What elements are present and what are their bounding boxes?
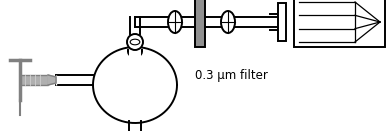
Ellipse shape (168, 11, 182, 33)
Bar (195, 0, 205, 47)
Bar (278, 3, 286, 41)
Bar (20, 75, 48, 85)
Polygon shape (48, 75, 56, 85)
Circle shape (127, 34, 143, 50)
Ellipse shape (221, 11, 235, 33)
Text: 0.3 μm filter: 0.3 μm filter (195, 69, 268, 81)
Bar (294, 0, 385, 47)
